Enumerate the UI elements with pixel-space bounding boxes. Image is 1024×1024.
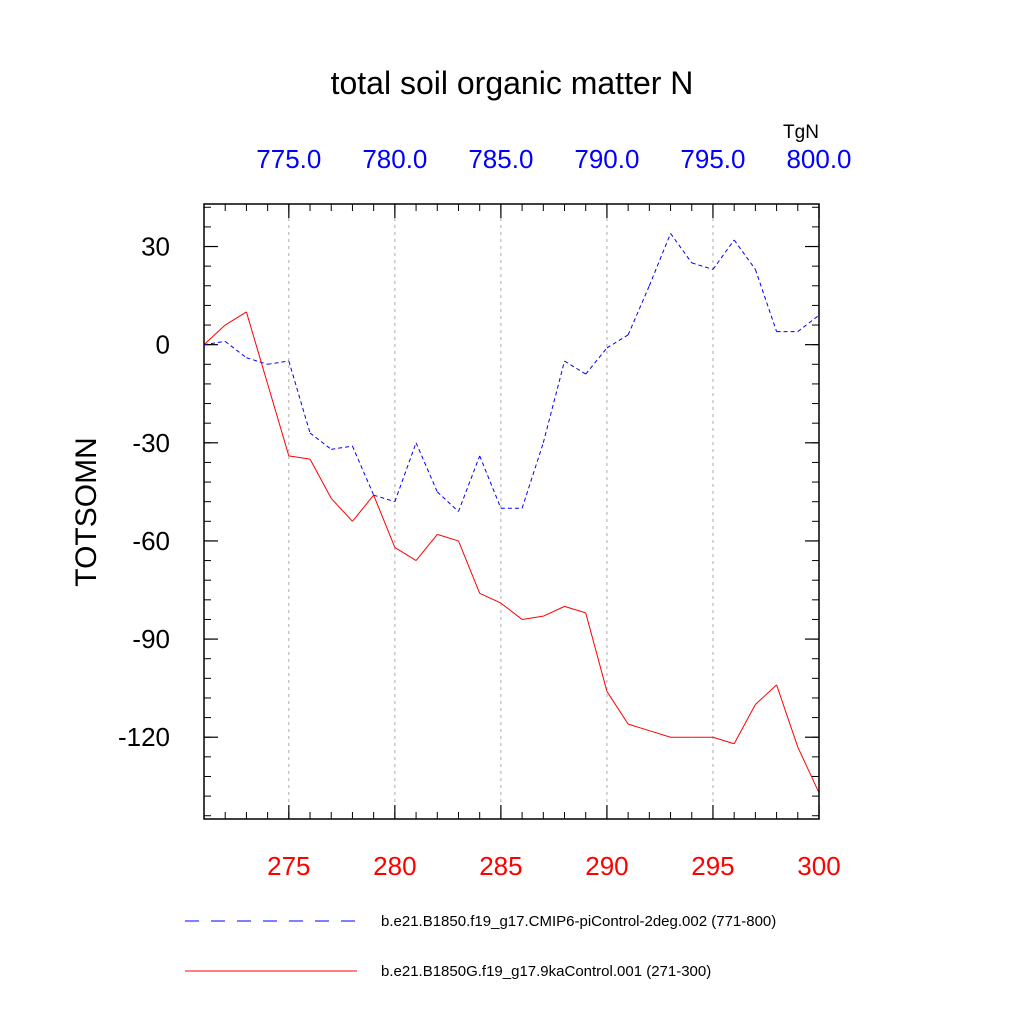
series-piControl-segment-783 xyxy=(458,455,481,512)
series-9kaControl-segment-297 xyxy=(755,684,777,705)
series-piControl-segment-782 xyxy=(436,491,459,512)
x-bottom-tick-label-285: 285 xyxy=(479,851,522,881)
series-9kaControl-segment-282 xyxy=(437,533,459,542)
series-piControl-segment-795 xyxy=(712,239,735,270)
series-piControl-segment-775 xyxy=(288,360,311,434)
y-tick-label-30: 30 xyxy=(141,232,170,262)
y-tick-labels: 30 0 -30 -60 -90 -120 xyxy=(118,232,170,753)
x-bottom-tick-label-275: 275 xyxy=(267,851,310,881)
x-bottom-tick-label-290: 290 xyxy=(585,851,628,881)
y-axis-label: TOTSOMN xyxy=(70,437,103,586)
series-9kaControl-segment-290 xyxy=(606,691,629,725)
bottom-tick-labels: 275 280 285 290 295 300 xyxy=(267,851,841,881)
series-piControl-segment-774 xyxy=(267,360,289,365)
series-piControl-segment-778 xyxy=(351,445,375,496)
x-top-tick-label-800: 800.0 xyxy=(786,144,851,174)
x-top-tick-label-785: 785.0 xyxy=(468,144,533,174)
series-piControl-segment-792 xyxy=(648,233,672,286)
series-piControl-segment-799 xyxy=(797,314,820,332)
series-9kaControl-segment-273 xyxy=(245,311,269,385)
series-9kaControl-segment-291 xyxy=(627,723,650,732)
series-piControl-segment-796 xyxy=(733,239,756,270)
units-label: TgN xyxy=(783,122,819,143)
legend-label-9kaControl: b.e21.B1850G.f19_g17.9kaControl.001 (271… xyxy=(381,963,711,980)
x-top-tick-label-790: 790.0 xyxy=(574,144,639,174)
series-9kaControl-segment-276 xyxy=(309,458,332,499)
series-piControl-segment-797 xyxy=(754,269,778,332)
y-tick-label-0: 0 xyxy=(156,330,170,360)
series-piControl-segment-787 xyxy=(542,360,566,443)
series-piControl-segment-793 xyxy=(670,233,693,264)
series-piControl-segment-780 xyxy=(394,442,417,502)
series-9kaControl-segment-299 xyxy=(797,746,820,794)
minor-ticks xyxy=(203,204,820,819)
y-tick-label--120: -120 xyxy=(118,722,170,752)
plot-frame xyxy=(203,203,820,820)
series-9kaControl-segment-286 xyxy=(522,615,544,620)
series-layer xyxy=(203,233,820,794)
series-piControl-segment-772 xyxy=(224,340,247,359)
x-top-tick-label-780: 780.0 xyxy=(362,144,427,174)
series-piControl-segment-779 xyxy=(373,494,396,503)
series-9kaControl-segment-278 xyxy=(352,494,375,522)
series-9kaControl-segment-277 xyxy=(330,498,353,522)
series-piControl-segment-773 xyxy=(246,357,268,365)
series-9kaControl-segment-279 xyxy=(373,494,396,548)
series-9kaControl-segment-295 xyxy=(712,736,735,745)
series-9kaControl-segment-271 xyxy=(203,324,226,346)
y-tick-label--90: -90 xyxy=(132,624,170,654)
series-piControl-segment-781 xyxy=(415,442,438,493)
major-ticks xyxy=(204,204,820,819)
y-tick-label--60: -60 xyxy=(132,526,170,556)
series-9kaControl-segment-287 xyxy=(543,605,565,617)
series-9kaControl-segment-298 xyxy=(776,684,799,748)
series-piControl-segment-784 xyxy=(479,455,502,509)
chart-title: total soil organic matter N xyxy=(331,65,694,101)
x-top-tick-label-775: 775.0 xyxy=(256,144,321,174)
series-9kaControl-segment-275 xyxy=(288,455,311,460)
series-9kaControl-segment-285 xyxy=(500,602,523,620)
series-piControl-segment-776 xyxy=(309,432,332,450)
series-piControl-segment-788 xyxy=(564,360,586,375)
series-9kaControl-segment-289 xyxy=(585,612,608,692)
series-9kaControl-segment-283 xyxy=(458,540,481,594)
series-piControl-segment-794 xyxy=(691,262,714,270)
series-9kaControl-segment-288 xyxy=(564,605,586,614)
y-tick-label--30: -30 xyxy=(132,428,170,458)
grid-lines xyxy=(288,204,714,819)
series-9kaControl-segment-280 xyxy=(394,547,417,561)
series-9kaControl-segment-284 xyxy=(479,592,502,604)
series-9kaControl-segment-281 xyxy=(415,534,438,561)
series-piControl-segment-790 xyxy=(606,334,629,349)
x-bottom-tick-label-280: 280 xyxy=(373,851,416,881)
series-9kaControl-segment-292 xyxy=(649,730,671,738)
series-piControl-segment-791 xyxy=(627,285,650,336)
series-piControl-segment-771 xyxy=(203,340,226,346)
x-bottom-tick-label-300: 300 xyxy=(797,851,840,881)
legend: b.e21.B1850.f19_g17.CMIP6-piControl-2deg… xyxy=(185,913,776,980)
series-piControl-segment-777 xyxy=(331,445,353,450)
series-piControl-segment-786 xyxy=(521,442,544,509)
series-9kaControl-segment-296 xyxy=(733,704,756,744)
x-top-tick-label-795: 795.0 xyxy=(680,144,745,174)
series-piControl-segment-789 xyxy=(585,347,608,375)
x-bottom-tick-label-295: 295 xyxy=(691,851,734,881)
legend-label-piControl: b.e21.B1850.f19_g17.CMIP6-piControl-2deg… xyxy=(381,913,776,930)
series-9kaControl-segment-272 xyxy=(224,311,247,326)
top-tick-labels: 775.0 780.0 785.0 790.0 795.0 800.0 xyxy=(256,144,851,174)
series-9kaControl-segment-274 xyxy=(267,383,290,457)
